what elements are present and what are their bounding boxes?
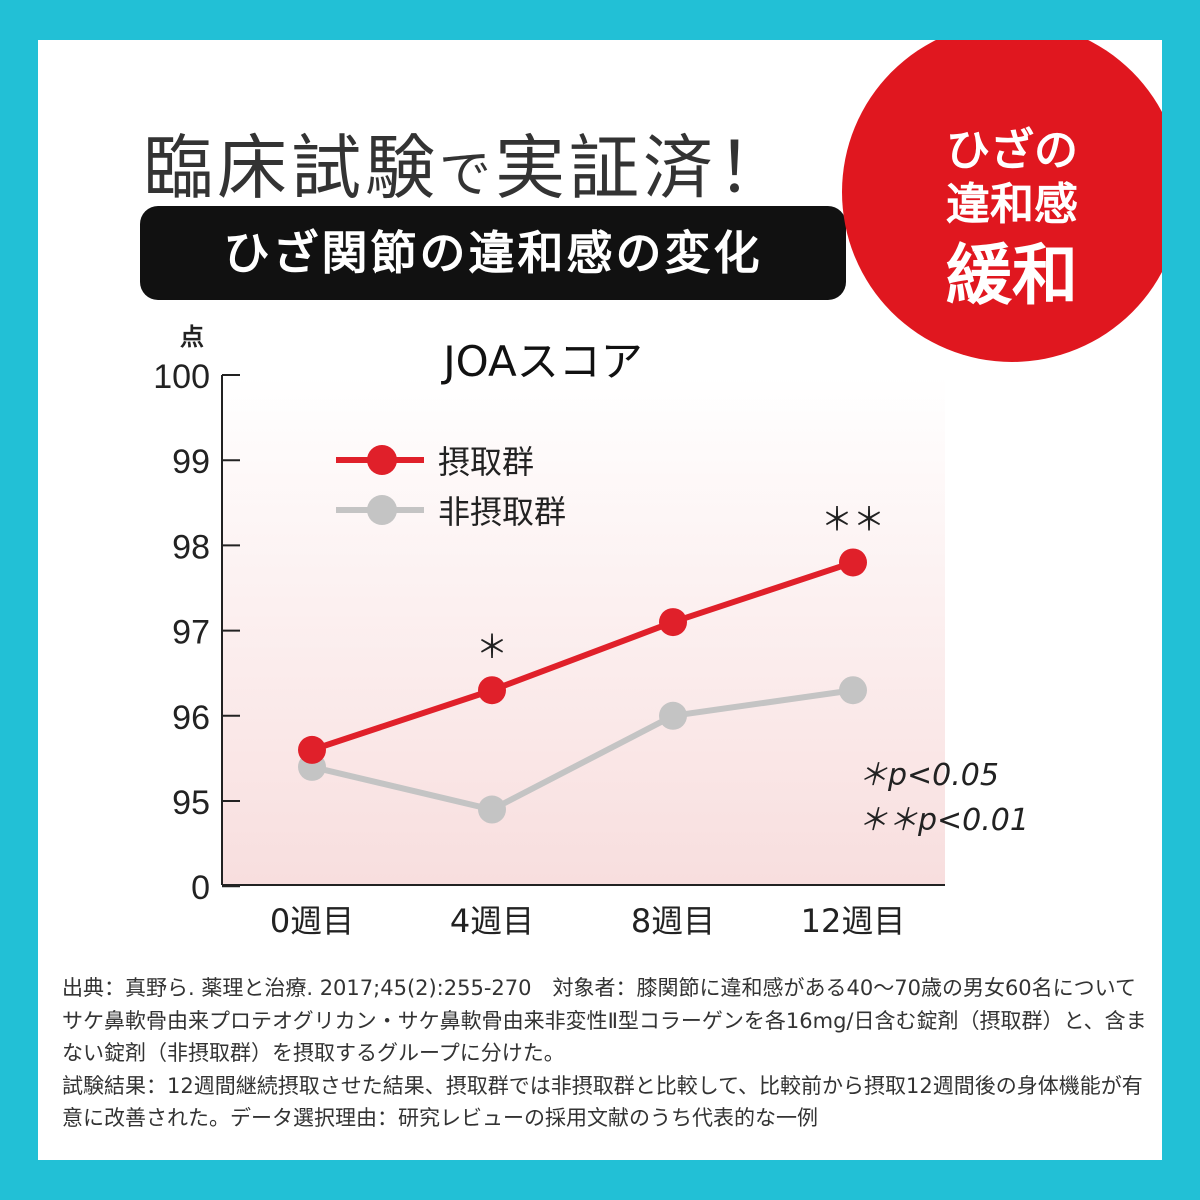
- significance-legend: ＊p<0.05: [858, 758, 999, 793]
- significance-marker: ＊: [476, 628, 508, 666]
- legend-marker: [367, 495, 397, 525]
- series-line-0: [311, 559, 854, 753]
- x-tick-label: 0週目: [270, 902, 354, 940]
- joa-chart: 100 99 98 97 96 95 0 点 JOAスコア 0週目 4週目 8週目 12週目 摂取群非摂取…: [153, 323, 1029, 940]
- y-tick-label: 98: [172, 528, 210, 566]
- data-point: [478, 676, 506, 705]
- legend-label: 摂取群: [438, 443, 534, 481]
- x-tick-label: 8週目: [631, 902, 715, 940]
- y-axis-label: 点: [180, 323, 204, 351]
- headline: 臨床試験で実証済！: [143, 112, 791, 213]
- x-tick-label: 12週目: [801, 902, 906, 940]
- legend-marker: [367, 445, 397, 475]
- ad-panel: 臨床試験で実証済！ ひざ関節の違和感の変化 ひざの 違和感 緩和 100 99 98…: [38, 40, 1162, 1160]
- data-point: [298, 735, 326, 764]
- headline-part: 実証済！: [495, 127, 792, 209]
- subtitle-bar: ひざ関節の違和感の変化: [140, 206, 846, 300]
- data-point: [839, 676, 867, 705]
- y-tick-label: 100: [153, 358, 210, 396]
- x-tick-label: 4週目: [450, 902, 534, 940]
- badge-circle: ひざの 違和感 緩和: [842, 40, 1162, 362]
- data-point: [659, 608, 687, 637]
- y-tick-label: 97: [172, 614, 210, 652]
- headline-part: で: [439, 145, 496, 205]
- footnote: 試験結果：12週間継続摂取させた結果、摂取群では非摂取群と比較して、比較前から摂…: [62, 1073, 1143, 1131]
- significance-legend: ＊＊p<0.01: [858, 803, 1029, 838]
- legend-label: 非摂取群: [438, 493, 566, 531]
- significance-marker: ＊＊: [821, 500, 885, 538]
- badge-line: 違和感: [946, 179, 1078, 230]
- headline-part: 臨床試験: [143, 127, 439, 209]
- y-tick-label: 95: [172, 784, 210, 822]
- badge-line: ひざの: [946, 125, 1078, 176]
- badge-line: 緩和: [946, 237, 1078, 314]
- y-tick-label: 96: [172, 699, 210, 737]
- footnote: 出典：真野ら. 薬理と治療. 2017;45(2):255-270 対象者：膝関…: [62, 976, 1147, 1065]
- data-point: [839, 548, 867, 577]
- chart-title: JOAスコア: [440, 337, 642, 386]
- data-point: [478, 795, 506, 824]
- footnotes: 出典：真野ら. 薬理と治療. 2017;45(2):255-270 対象者：膝関…: [62, 972, 1152, 1135]
- data-point: [659, 701, 687, 730]
- y-tick-label: 0: [191, 869, 210, 907]
- series-line-1: [311, 687, 854, 813]
- plot-background: [222, 375, 945, 885]
- y-tick-label: 99: [172, 443, 210, 481]
